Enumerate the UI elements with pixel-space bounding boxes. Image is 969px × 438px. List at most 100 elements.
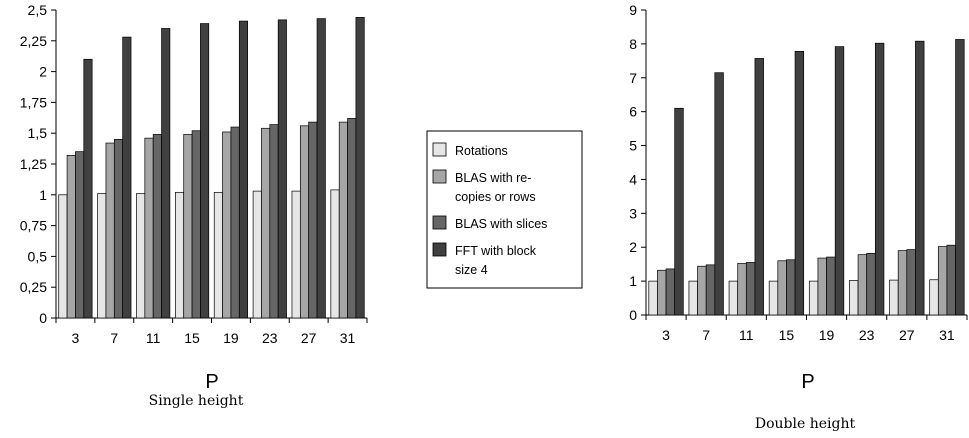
y-tick-label: 7: [629, 70, 637, 86]
y-tick-label: 0: [629, 307, 637, 323]
y-tick-label: 1: [39, 187, 47, 203]
bar: [826, 256, 836, 316]
bar: [937, 246, 948, 316]
y-tick-label: 2: [629, 239, 637, 255]
bar: [688, 280, 698, 316]
y-tick-label: 1,25: [20, 156, 47, 172]
bar: [252, 190, 262, 319]
x-tick-label: 11: [146, 330, 161, 346]
bar: [261, 127, 271, 319]
bar: [355, 17, 365, 319]
y-tick-label: 5: [629, 138, 637, 154]
bar: [897, 250, 908, 316]
bar: [113, 139, 124, 319]
bar: [174, 191, 185, 319]
x-tick-label: 31: [340, 330, 356, 346]
legend-label: size 4: [455, 263, 488, 277]
legend-swatch: [432, 215, 447, 230]
bar: [665, 268, 676, 316]
bar: [745, 262, 756, 316]
y-tick-label: 9: [629, 2, 637, 18]
legend-label: Rotations: [455, 144, 508, 158]
x-tick-label: 27: [301, 330, 317, 346]
legend-swatch: [432, 142, 447, 157]
x-tick-label: 7: [110, 330, 118, 346]
y-tick-label: 1,75: [20, 94, 47, 110]
y-tick-label: 0,5: [28, 248, 48, 264]
bar: [238, 20, 249, 319]
bar: [817, 257, 827, 316]
bar: [122, 36, 132, 319]
bar: [144, 137, 154, 319]
bar: [316, 18, 326, 319]
chart-single-height: 0 0,25 0,5 0,75 1 1,25 1,5 1,75 2 2,25 2,5 3 7 11 15 19…: [20, 2, 368, 409]
bar: [906, 249, 916, 316]
chart-caption: Double height: [755, 416, 856, 432]
y-tick-label: 0,25: [20, 279, 47, 295]
bar: [97, 193, 107, 319]
x-tick-label: 23: [859, 327, 875, 343]
bar: [161, 28, 171, 319]
x-axis-title: P: [801, 371, 814, 393]
x-tick-label: 11: [739, 327, 754, 343]
bar: [889, 279, 899, 316]
bar: [754, 58, 764, 316]
bar: [347, 118, 357, 319]
x-tick-label: 27: [899, 327, 915, 343]
legend: Rotations BLAS with re-copies or rows BLAS…: [426, 130, 583, 289]
bar: [866, 252, 876, 316]
y-tick-label: 8: [629, 36, 637, 52]
bar: [183, 134, 193, 319]
bar: [728, 280, 739, 316]
x-tick-label: 15: [184, 330, 200, 346]
bar: [299, 125, 310, 319]
bar: [277, 19, 287, 319]
y-tick-label: 0: [39, 310, 47, 326]
y-tick-label: 2,25: [20, 33, 47, 49]
bar: [308, 121, 318, 319]
bar: [291, 190, 301, 319]
bar: [222, 131, 232, 319]
bar: [874, 42, 885, 316]
bar: [213, 191, 223, 319]
bar: [330, 189, 340, 319]
y-tick-label: 3: [629, 205, 637, 221]
legend-label: BLAS with re-: [455, 171, 531, 185]
bar: [105, 142, 115, 319]
y-tick-label: 4: [629, 171, 637, 187]
bar: [737, 263, 747, 316]
bar: [75, 151, 85, 319]
bar: [929, 279, 939, 316]
legend-swatch: [432, 242, 447, 257]
bar: [58, 194, 68, 319]
bar: [786, 259, 796, 316]
bar: [849, 280, 859, 316]
x-tick-label: 19: [223, 330, 239, 346]
x-tick-label: 7: [702, 327, 710, 343]
bar: [152, 134, 162, 319]
bar: [697, 265, 707, 316]
y-tick-label: 6: [629, 104, 637, 120]
bar: [338, 121, 348, 319]
y-tick-label: 0,75: [20, 218, 47, 234]
legend-label: BLAS with slices: [455, 217, 547, 231]
bar: [230, 126, 240, 319]
bar: [648, 280, 658, 316]
legend-swatch: [432, 169, 447, 184]
x-tick-label: 31: [939, 327, 955, 343]
bar: [657, 269, 667, 316]
x-tick-label: 15: [779, 327, 795, 343]
y-tick-label: 2: [39, 64, 47, 80]
x-tick-label: 19: [819, 327, 835, 343]
bar: [955, 39, 965, 316]
y-tick-label: 2,5: [28, 2, 48, 18]
bar: [808, 280, 819, 316]
bar: [834, 46, 845, 316]
bar: [674, 107, 684, 316]
legend-box: [426, 130, 583, 289]
x-axis-title: P: [205, 371, 218, 393]
bar: [83, 58, 93, 319]
bar: [768, 280, 779, 316]
